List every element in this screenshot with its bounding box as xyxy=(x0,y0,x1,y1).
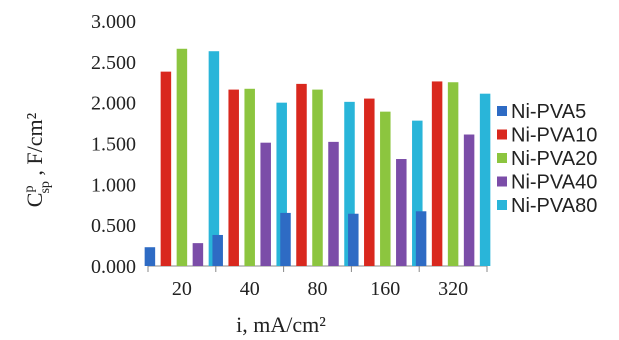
bar-ni-pva20-40 xyxy=(244,88,255,267)
bar-ni-pva40-40 xyxy=(260,142,271,266)
x-tick-label: 320 xyxy=(438,278,468,300)
legend-label-ni-pva80: Ni-PVA80 xyxy=(511,195,597,217)
legend-swatch-ni-pva20 xyxy=(497,153,507,163)
y-tick-label: 1.500 xyxy=(91,134,136,156)
x-tick-label: 40 xyxy=(240,278,260,300)
x-tick-label: 160 xyxy=(370,278,400,300)
legend-label-ni-pva20: Ni-PVA20 xyxy=(511,148,597,170)
bar-ni-pva10-40 xyxy=(228,89,239,266)
y-tick-label: 2.500 xyxy=(91,52,136,74)
bar-ni-pva5-40 xyxy=(212,234,223,266)
legend-label-ni-pva5: Ni-PVA5 xyxy=(511,101,586,123)
bar-ni-pva10-20 xyxy=(160,71,172,266)
bar-ni-pva80-20 xyxy=(208,51,220,266)
y-tick-label: 3.000 xyxy=(91,11,136,33)
bar-ni-pva80-40 xyxy=(276,102,287,267)
y-tick-label: 0.000 xyxy=(91,256,136,278)
bars xyxy=(144,48,491,267)
x-axis-ticks: 20 40 80 160 320 xyxy=(147,266,488,300)
bar-ni-pva40-320 xyxy=(463,134,475,266)
bar-ni-pva40-80 xyxy=(328,141,339,266)
bar-ni-pva10-80 xyxy=(296,83,307,266)
bar-ni-pva80-160 xyxy=(412,120,423,266)
bar-ni-pva10-320 xyxy=(431,81,443,266)
x-tick-label: 20 xyxy=(172,278,192,300)
bar-ni-pva80-320 xyxy=(479,93,491,266)
legend-swatch-ni-pva40 xyxy=(497,176,507,187)
bar-ni-pva5-160 xyxy=(348,213,359,266)
bar-ni-pva20-320 xyxy=(447,82,459,266)
bar-ni-pva80-80 xyxy=(344,101,355,266)
legend-label-ni-pva10: Ni-PVA10 xyxy=(511,125,597,147)
bar-ni-pva40-160 xyxy=(396,159,407,266)
bar-ni-pva10-160 xyxy=(364,98,375,266)
legend-swatch-ni-pva80 xyxy=(497,200,507,210)
y-axis-title-unit: , F/cm² xyxy=(22,112,47,181)
bar-ni-pva20-80 xyxy=(312,89,323,266)
y-tick-label: 0.500 xyxy=(91,215,136,237)
bar-ni-pva5-320 xyxy=(415,211,427,266)
y-axis-title: Cpsp , F/cm² xyxy=(22,112,53,207)
legend-label-ni-pva40: Ni-PVA40 xyxy=(511,172,597,194)
y-axis-title-sub: sp xyxy=(38,181,53,193)
bar-ni-pva40-20 xyxy=(192,243,204,266)
legend-swatch-ni-pva10 xyxy=(497,129,507,140)
y-tick-label: 1.000 xyxy=(91,174,136,196)
y-axis-title-main: C xyxy=(22,193,47,208)
bar-ni-pva20-160 xyxy=(380,111,391,267)
x-tick-label: 80 xyxy=(308,278,328,300)
y-axis-ticks: 0.000 0.500 1.000 1.500 2.000 2.500 3.000 xyxy=(91,11,136,278)
legend-swatch-ni-pva5 xyxy=(497,106,507,116)
y-axis-title-sup: p xyxy=(22,186,37,193)
y-tick-label: 2.000 xyxy=(91,93,136,115)
bar-ni-pva20-20 xyxy=(176,48,188,267)
bar-ni-pva5-20 xyxy=(144,247,156,266)
x-axis-title: i, mA/cm² xyxy=(236,312,326,337)
bar-ni-pva5-80 xyxy=(280,212,291,266)
